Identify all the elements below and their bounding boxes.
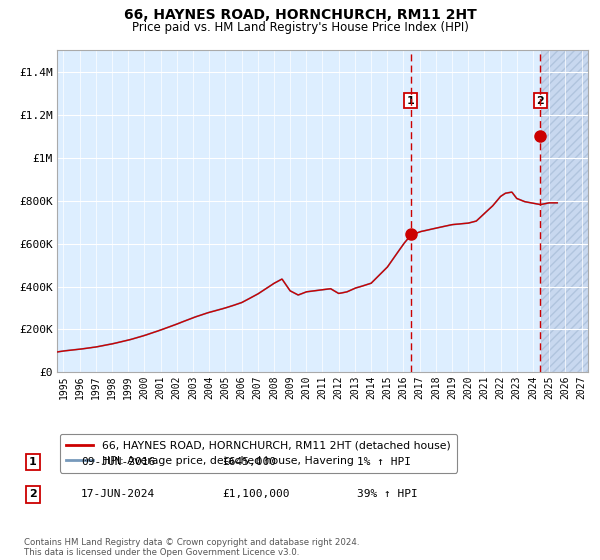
Text: Contains HM Land Registry data © Crown copyright and database right 2024.
This d: Contains HM Land Registry data © Crown c… bbox=[24, 538, 359, 557]
Text: £645,000: £645,000 bbox=[222, 457, 276, 467]
Bar bbox=[541, 50, 588, 372]
Text: 66, HAYNES ROAD, HORNCHURCH, RM11 2HT: 66, HAYNES ROAD, HORNCHURCH, RM11 2HT bbox=[124, 8, 476, 22]
Text: 1: 1 bbox=[29, 457, 37, 467]
Text: 1% ↑ HPI: 1% ↑ HPI bbox=[357, 457, 411, 467]
Text: Price paid vs. HM Land Registry's House Price Index (HPI): Price paid vs. HM Land Registry's House … bbox=[131, 21, 469, 34]
Text: 39% ↑ HPI: 39% ↑ HPI bbox=[357, 489, 418, 500]
Legend: 66, HAYNES ROAD, HORNCHURCH, RM11 2HT (detached house), HPI: Average price, deta: 66, HAYNES ROAD, HORNCHURCH, RM11 2HT (d… bbox=[60, 434, 457, 473]
Text: 2: 2 bbox=[536, 96, 544, 106]
Text: 1: 1 bbox=[407, 96, 415, 106]
Text: 09-JUN-2016: 09-JUN-2016 bbox=[81, 457, 155, 467]
Text: £1,100,000: £1,100,000 bbox=[222, 489, 290, 500]
Text: 17-JUN-2024: 17-JUN-2024 bbox=[81, 489, 155, 500]
Text: 2: 2 bbox=[29, 489, 37, 500]
